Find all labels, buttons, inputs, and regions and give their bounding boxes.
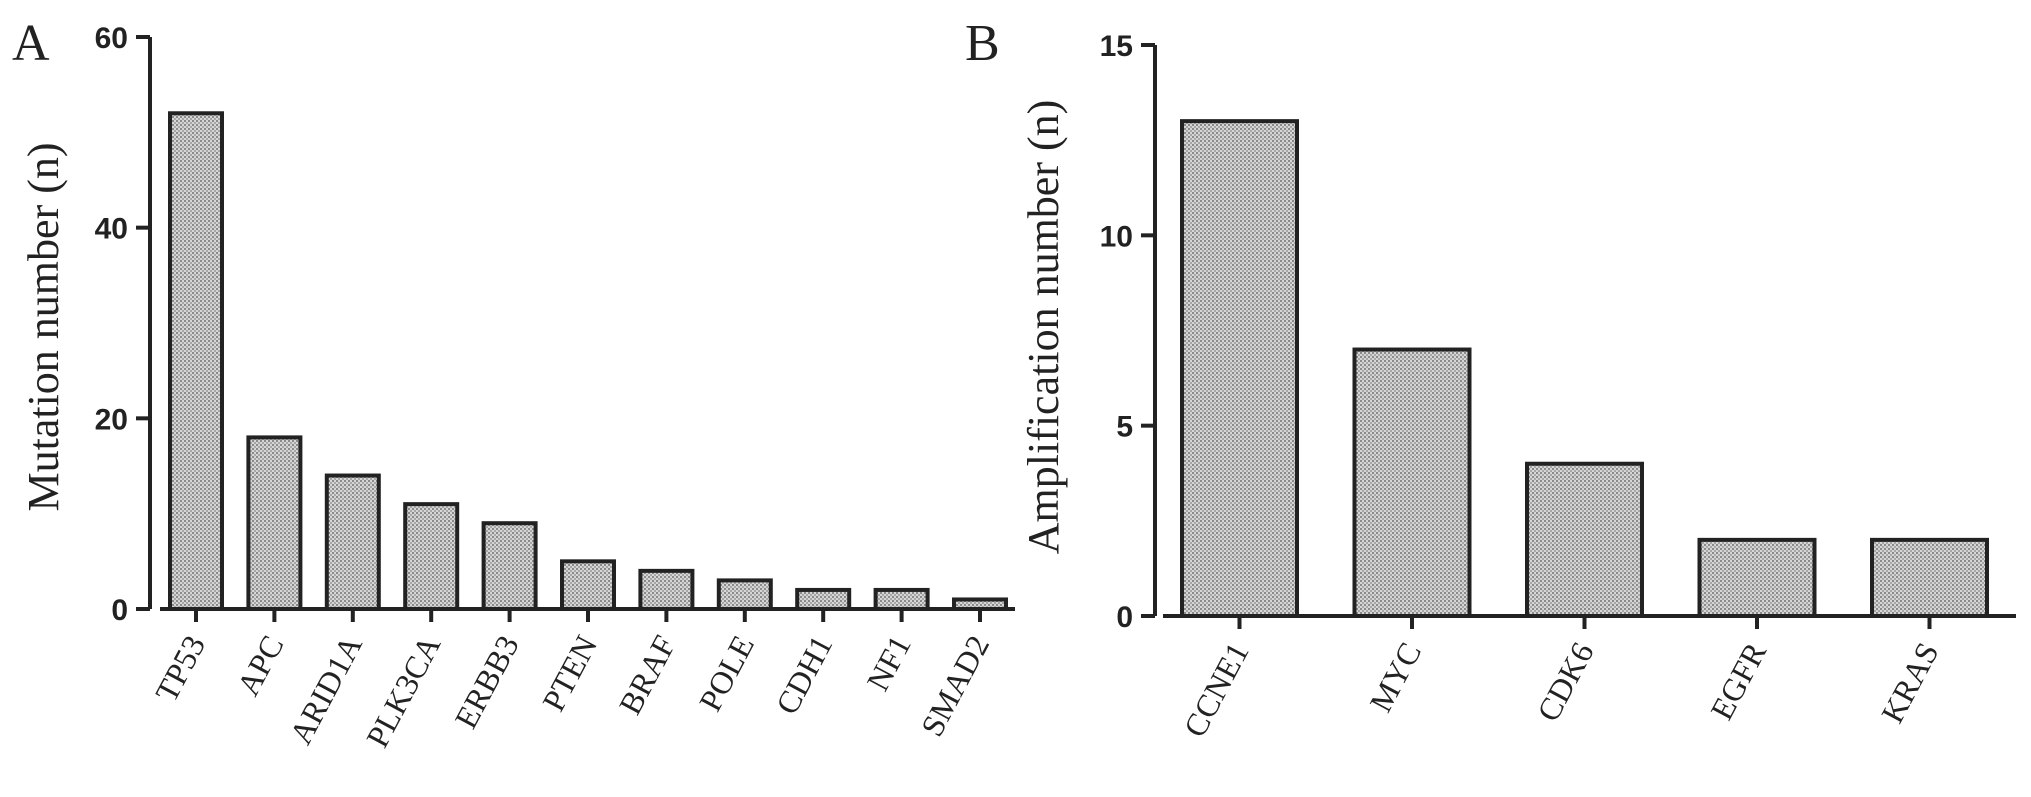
panel-b-y-tick-label: 5 bbox=[1116, 411, 1133, 444]
panel-a-bar-arid1a bbox=[324, 473, 381, 611]
panel-b-y-tick-label: 10 bbox=[1100, 220, 1133, 253]
panel-a-y-axis-title: Mutation number (n) bbox=[19, 142, 68, 511]
panel-a-x-tick-label: PTEN bbox=[535, 629, 604, 717]
panel-b-x-tick-label: CDK6 bbox=[1530, 636, 1601, 727]
panel-b-bar-egfr bbox=[1697, 537, 1817, 618]
panel-b-letter: B bbox=[965, 15, 1000, 72]
panel-a-x-tick-label: BRAF bbox=[612, 629, 683, 720]
panel-a-x-tick-label: ERBB3 bbox=[447, 629, 526, 734]
panel-a-y-tick-label: 0 bbox=[111, 594, 128, 627]
panel-b-y-tick-label: 0 bbox=[1116, 601, 1133, 634]
panel-b-bar-ccne1 bbox=[1180, 119, 1299, 618]
panel-a-bar-braf bbox=[638, 568, 695, 611]
panel-b-bar-cdk6 bbox=[1525, 461, 1644, 618]
panel-a-x-tick-label: CDH1 bbox=[768, 629, 839, 720]
panel-a-bar-erbb3 bbox=[481, 521, 538, 612]
panel-b-plot-area: 0 5 10 15 CCNE1 MYC CDK6 EGFR KRAS bbox=[1100, 30, 2016, 743]
panel-a-bar-apc bbox=[246, 435, 303, 611]
panel-a-y-tick-label: 20 bbox=[95, 403, 128, 436]
panel-a-bar-plk3ca bbox=[403, 502, 460, 611]
panel-b-y-tick-label: 15 bbox=[1100, 30, 1133, 63]
panel-a-letter: A bbox=[12, 15, 50, 72]
panel-a-bar-nf1 bbox=[873, 587, 930, 612]
panel-b-x-tick-label: MYC bbox=[1362, 636, 1428, 717]
panel-a-x-tick-label: ARID1A bbox=[282, 629, 369, 749]
panel-a-y-tick-label: 40 bbox=[95, 213, 128, 246]
panel-b-bar-kras bbox=[1870, 537, 1989, 618]
panel-a-x-tick-label: TP53 bbox=[148, 629, 212, 707]
panel-a-y-tick-label: 60 bbox=[95, 22, 128, 55]
panel-a-x-tick-label: APC bbox=[230, 629, 291, 701]
panel-a: A Mutation number (n) 0 20 40 60 TP53 APCARID… bbox=[12, 15, 1015, 753]
panel-a-bar-smad2 bbox=[952, 597, 1008, 612]
panel-b-y-axis-title: Amplification number (n) bbox=[1019, 100, 1068, 555]
panel-b-x-tick-label: CCNE1 bbox=[1176, 636, 1255, 742]
panel-b: B Amplification number (n) 0 5 10 15 CCNE1 MY… bbox=[965, 15, 2016, 743]
panel-a-bar-cdh1 bbox=[795, 587, 852, 612]
panel-b-x-tick-label: KRAS bbox=[1874, 636, 1946, 728]
panel-a-x-tick-label: NF1 bbox=[859, 629, 918, 696]
panel-a-bar-pole bbox=[716, 578, 773, 612]
panel-a-x-tick-label: SMAD2 bbox=[913, 629, 996, 742]
panel-b-x-tick-label: EGFR bbox=[1703, 636, 1773, 726]
panel-a-x-tick-label: POLE bbox=[692, 629, 761, 717]
panel-a-bar-tp53 bbox=[168, 111, 224, 612]
panel-a-bar-pten bbox=[560, 559, 616, 611]
panel-b-bar-myc bbox=[1352, 347, 1472, 618]
panel-a-x-tick-label: PLK3CA bbox=[359, 629, 448, 753]
